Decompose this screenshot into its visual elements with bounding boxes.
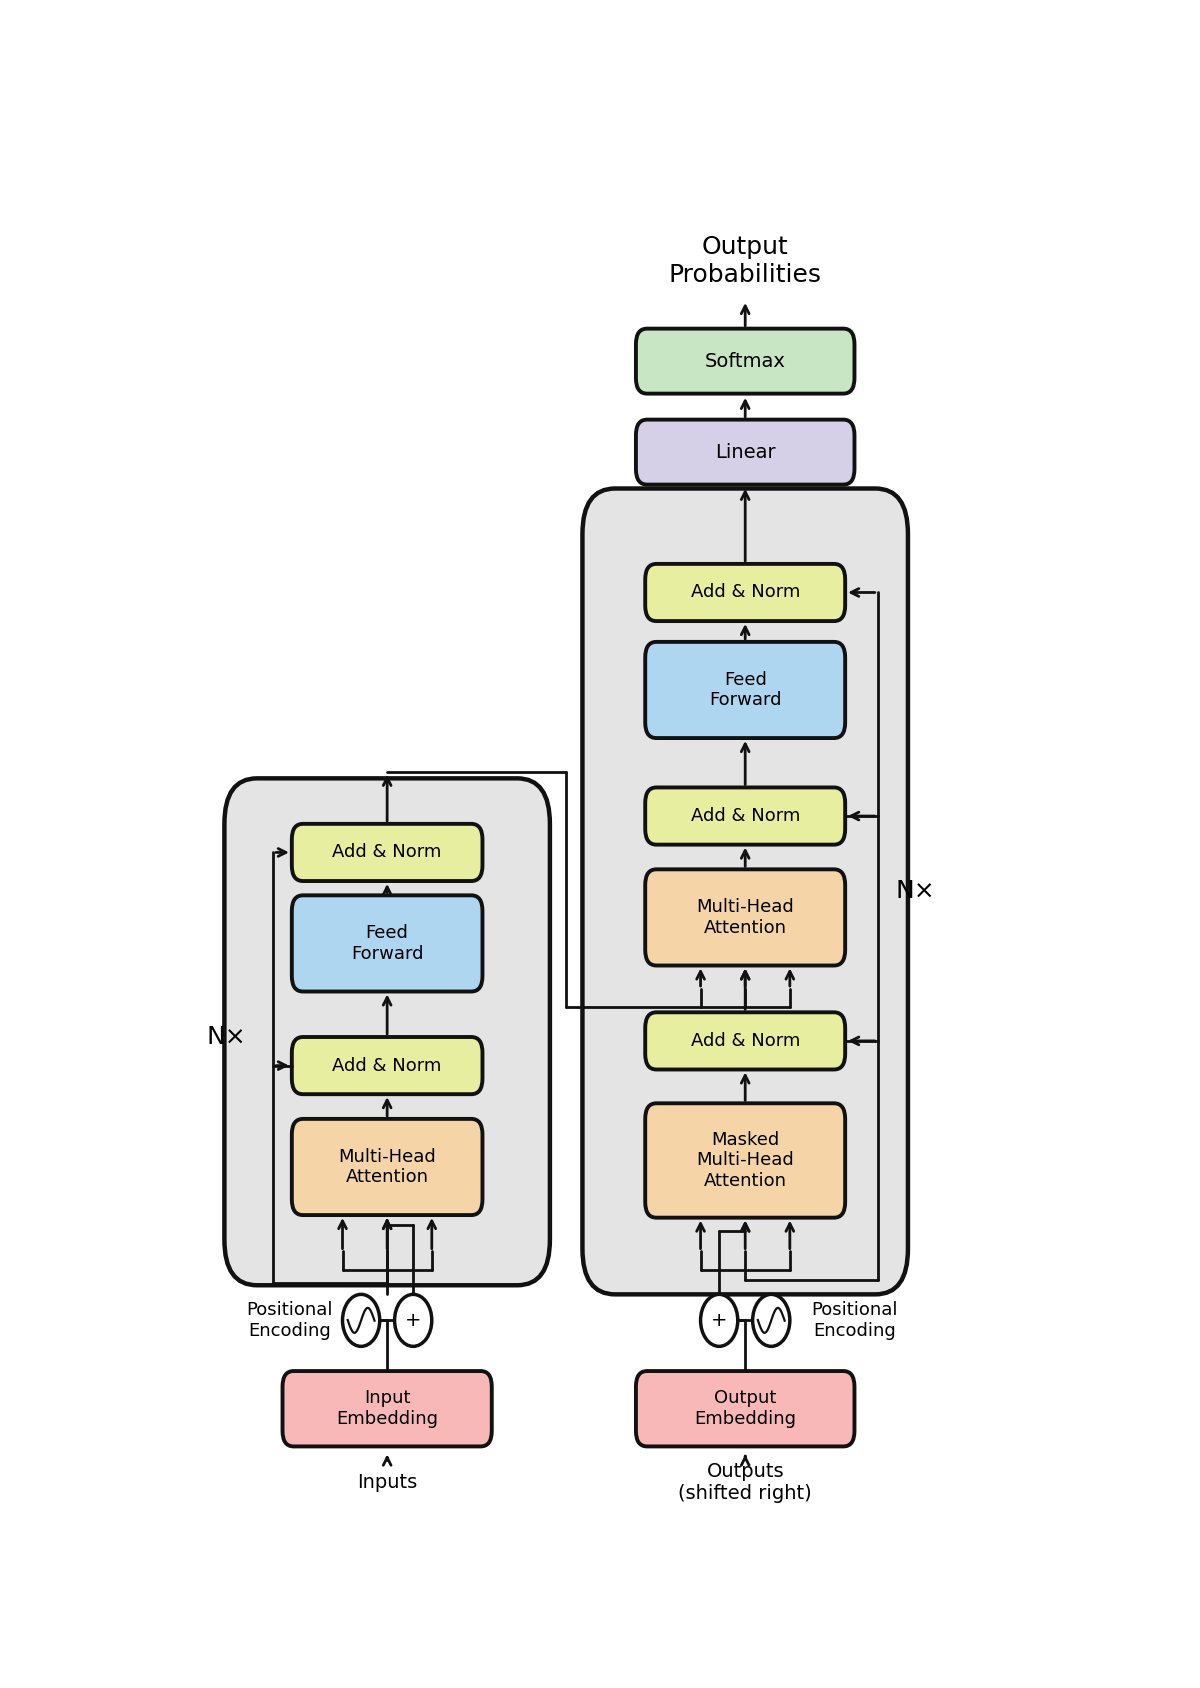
Text: N×: N× xyxy=(895,879,935,903)
Circle shape xyxy=(701,1295,738,1347)
Text: Outputs
(shifted right): Outputs (shifted right) xyxy=(678,1462,812,1504)
FancyBboxPatch shape xyxy=(646,641,845,738)
Text: Multi-Head
Attention: Multi-Head Attention xyxy=(338,1148,436,1187)
FancyBboxPatch shape xyxy=(636,1371,854,1447)
FancyBboxPatch shape xyxy=(646,869,845,966)
Text: +: + xyxy=(710,1312,727,1330)
Text: Inputs: Inputs xyxy=(358,1474,418,1492)
Text: Add & Norm: Add & Norm xyxy=(690,1031,800,1050)
Text: Positional
Encoding: Positional Encoding xyxy=(811,1301,898,1340)
FancyBboxPatch shape xyxy=(636,420,854,484)
Text: Input
Embedding: Input Embedding xyxy=(336,1389,438,1428)
Text: Feed
Forward: Feed Forward xyxy=(709,670,781,709)
Circle shape xyxy=(752,1295,790,1347)
Circle shape xyxy=(342,1295,379,1347)
Text: Add & Norm: Add & Norm xyxy=(690,807,800,825)
Text: Feed
Forward: Feed Forward xyxy=(350,923,424,962)
Text: Add & Norm: Add & Norm xyxy=(690,584,800,601)
Text: Positional
Encoding: Positional Encoding xyxy=(246,1301,332,1340)
Circle shape xyxy=(395,1295,432,1347)
Text: Add & Norm: Add & Norm xyxy=(332,844,442,861)
FancyBboxPatch shape xyxy=(292,895,482,991)
FancyBboxPatch shape xyxy=(646,1013,845,1070)
Text: N×: N× xyxy=(206,1025,247,1048)
Text: Softmax: Softmax xyxy=(704,351,786,371)
Text: Add & Norm: Add & Norm xyxy=(332,1057,442,1075)
FancyBboxPatch shape xyxy=(282,1371,492,1447)
FancyBboxPatch shape xyxy=(646,1104,845,1217)
FancyBboxPatch shape xyxy=(646,787,845,844)
FancyBboxPatch shape xyxy=(292,1036,482,1094)
Text: +: + xyxy=(404,1312,421,1330)
FancyBboxPatch shape xyxy=(636,329,854,393)
FancyBboxPatch shape xyxy=(646,564,845,621)
FancyBboxPatch shape xyxy=(224,778,550,1285)
Text: Multi-Head
Attention: Multi-Head Attention xyxy=(696,898,794,937)
Text: Output
Probabilities: Output Probabilities xyxy=(668,235,822,287)
Text: Output
Embedding: Output Embedding xyxy=(695,1389,797,1428)
FancyBboxPatch shape xyxy=(292,824,482,881)
Text: Linear: Linear xyxy=(715,442,775,461)
FancyBboxPatch shape xyxy=(292,1119,482,1215)
Text: Masked
Multi-Head
Attention: Masked Multi-Head Attention xyxy=(696,1131,794,1190)
FancyBboxPatch shape xyxy=(582,488,908,1295)
